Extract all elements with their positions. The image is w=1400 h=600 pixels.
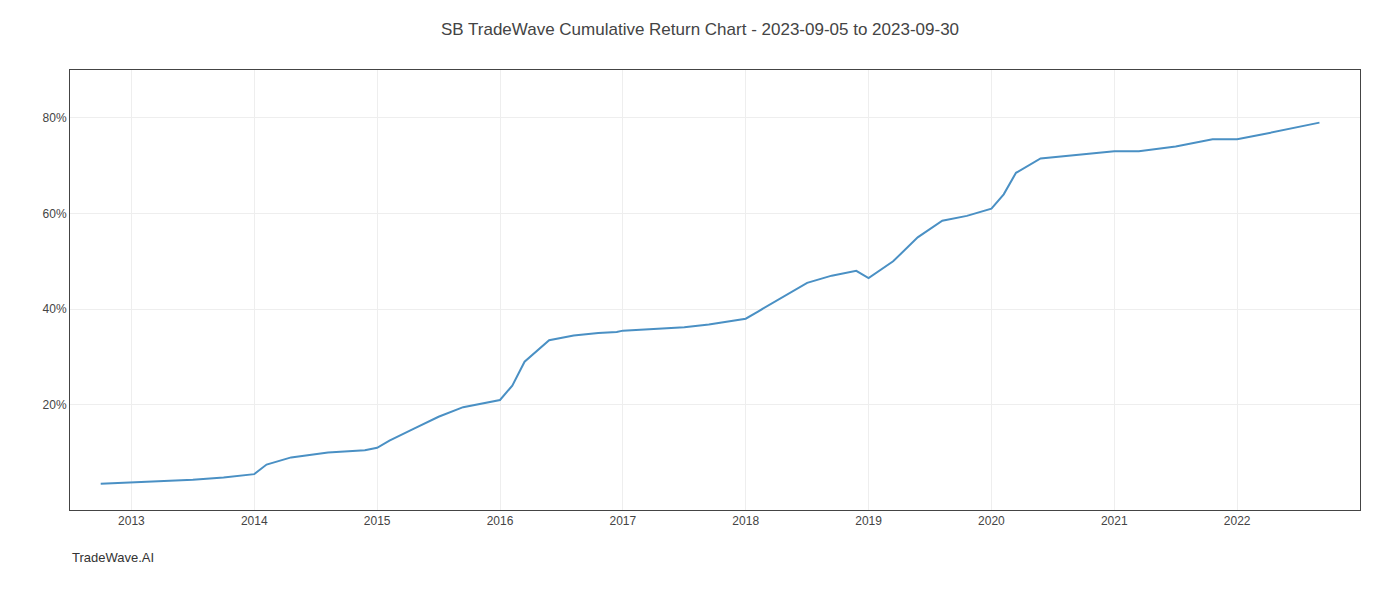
svg-text:2019: 2019 <box>855 514 882 528</box>
svg-text:2014: 2014 <box>241 514 268 528</box>
svg-text:2015: 2015 <box>364 514 391 528</box>
svg-text:2022: 2022 <box>1224 514 1251 528</box>
svg-text:80%: 80% <box>43 111 67 125</box>
svg-text:TradeWave.AI: TradeWave.AI <box>72 550 154 565</box>
svg-text:2017: 2017 <box>610 514 637 528</box>
svg-text:2020: 2020 <box>978 514 1005 528</box>
svg-text:2018: 2018 <box>732 514 759 528</box>
svg-text:2013: 2013 <box>118 514 145 528</box>
svg-text:SB TradeWave Cumulative Return: SB TradeWave Cumulative Return Chart - 2… <box>441 20 959 39</box>
svg-text:2016: 2016 <box>487 514 514 528</box>
svg-text:60%: 60% <box>43 207 67 221</box>
svg-text:20%: 20% <box>43 398 67 412</box>
svg-text:40%: 40% <box>43 302 67 316</box>
svg-text:2021: 2021 <box>1101 514 1128 528</box>
